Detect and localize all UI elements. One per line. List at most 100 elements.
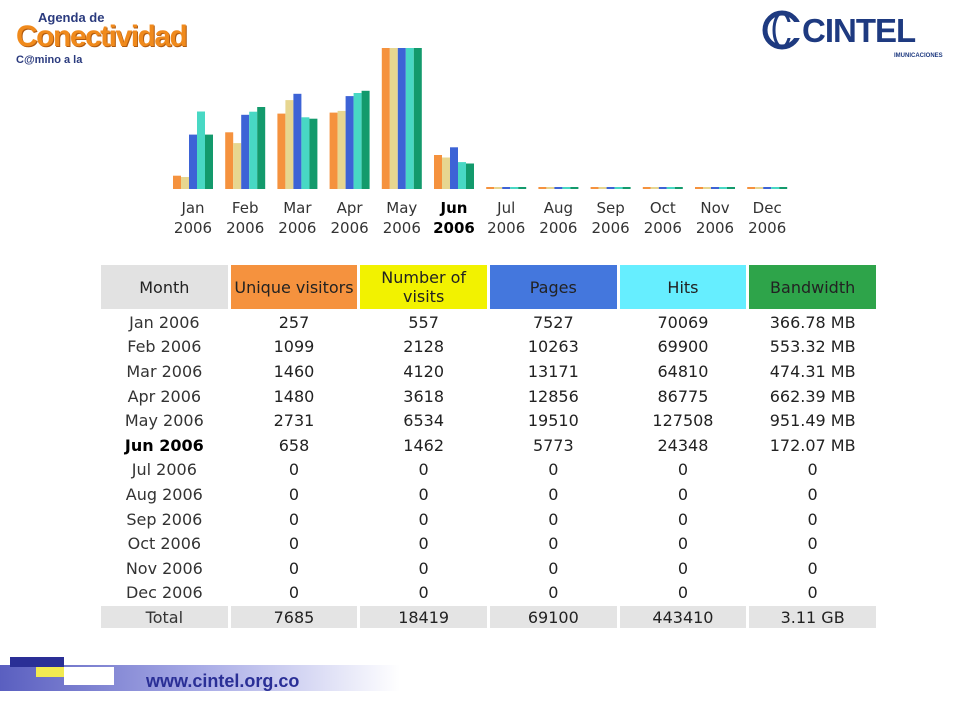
cell-unique: 0 <box>288 583 300 603</box>
total-unique: 7685 <box>230 606 358 629</box>
cell-pages: 7527 <box>532 312 574 332</box>
bar-hits-dec <box>771 187 780 189</box>
cell-month: May 2006 <box>124 411 204 431</box>
x-tick-month: Nov <box>700 199 729 217</box>
cell-bandwidth: 0 <box>807 558 818 578</box>
x-tick-year: 2006 <box>226 219 264 237</box>
chart-bars <box>173 48 788 189</box>
cell-hits: 127508 <box>652 411 714 431</box>
bar-unique-may <box>381 48 390 189</box>
cell-month: Oct 2006 <box>127 534 202 554</box>
cell-month: Nov 2006 <box>125 558 203 578</box>
logo-line-1: Agenda de <box>38 10 105 25</box>
cell-visits: 3618 <box>403 386 444 406</box>
footer-url[interactable]: www.cintel.org.co <box>146 671 300 691</box>
x-tick-year: 2006 <box>592 219 630 237</box>
bar-unique-feb <box>225 132 234 189</box>
cell-bandwidth: 0 <box>807 583 818 603</box>
cell-unique: 0 <box>288 509 300 529</box>
x-tick-year: 2006 <box>748 219 786 237</box>
cell-bandwidth: 0 <box>807 509 818 529</box>
cell-bandwidth: 0 <box>807 460 818 480</box>
table-row: Jun 2006 658 1462 5773 24348 172.07 MB <box>101 434 876 457</box>
bar-hits-aug <box>562 187 571 189</box>
header-hits: Hits <box>619 265 747 309</box>
bar-visits-jun <box>442 157 450 189</box>
cell-bandwidth: 172.07 MB <box>769 435 856 455</box>
cell-unique: 1480 <box>273 386 315 406</box>
x-tick-month: Feb <box>232 199 259 217</box>
bar-bandwidth-mar <box>309 118 318 189</box>
cell-pages: 0 <box>548 558 559 578</box>
cell-hits: 0 <box>677 534 689 554</box>
x-tick-year: 2006 <box>539 219 577 237</box>
cell-hits: 0 <box>677 583 689 603</box>
cell-visits: 1462 <box>403 435 444 455</box>
total-bandwidth: 3.11 GB <box>749 606 876 629</box>
bar-visits-apr <box>337 110 346 189</box>
total-pages: 69100 <box>489 606 617 629</box>
table-row: Sep 2006 0 0 0 0 0 <box>101 508 876 531</box>
bar-unique-dec <box>747 187 756 189</box>
bar-pages-feb <box>241 114 250 189</box>
bar-pages-may <box>397 48 406 189</box>
bar-unique-apr <box>329 112 338 189</box>
bar-pages-aug <box>554 187 563 189</box>
cell-bandwidth: 951.49 MB <box>769 411 856 431</box>
cell-pages: 0 <box>548 509 559 529</box>
cell-hits: 0 <box>677 484 689 504</box>
bar-hits-nov <box>719 187 727 189</box>
cell-month: Sep 2006 <box>126 509 203 529</box>
header-bandwidth: Bandwidth <box>749 265 876 309</box>
cell-bandwidth: 474.31 MB <box>769 361 856 381</box>
x-tick-month: Apr <box>337 199 364 217</box>
cell-month: Aug 2006 <box>125 484 203 504</box>
x-tick-month: Jul <box>496 199 515 217</box>
bar-unique-jun <box>434 155 442 189</box>
x-tick-year: 2006 <box>644 219 682 237</box>
cell-visits: 0 <box>418 583 429 603</box>
bar-bandwidth-feb <box>257 107 266 189</box>
cell-visits: 4120 <box>403 361 444 381</box>
cell-visits: 2128 <box>403 337 444 357</box>
cintel-logo: CINTEL IMUNICACIONES <box>762 8 952 60</box>
cell-bandwidth: 0 <box>807 534 818 554</box>
cell-visits: 0 <box>418 460 429 480</box>
bar-hits-jun <box>458 162 466 189</box>
table-row: Oct 2006 0 0 0 0 0 <box>101 532 876 555</box>
cell-bandwidth: 662.39 MB <box>769 386 856 406</box>
cell-pages: 13171 <box>527 361 579 381</box>
bar-hits-oct <box>666 187 675 189</box>
cell-month: Jan 2006 <box>129 312 200 332</box>
table-total-row: Total 7685 18419 69100 443410 3.11 GB <box>101 606 876 629</box>
header-pages: Pages <box>489 265 617 309</box>
cell-unique: 1099 <box>273 337 315 357</box>
bar-hits-apr <box>353 93 362 189</box>
bar-visits-feb <box>233 143 242 189</box>
bar-hits-sep <box>614 187 623 189</box>
cell-pages: 0 <box>548 583 559 603</box>
footer-decoration <box>0 657 400 691</box>
cell-unique: 1460 <box>273 361 315 381</box>
table-header-row: Month Unique visitors Number of visits P… <box>101 265 876 309</box>
header-number-of-visits: Number of visits <box>360 265 487 309</box>
cintel-globe-icon <box>762 10 804 50</box>
cell-unique: 2731 <box>273 411 315 431</box>
cell-visits: 6534 <box>403 411 444 431</box>
cell-visits: 557 <box>408 312 439 332</box>
bar-unique-jul <box>486 187 495 189</box>
table-row: Jul 2006 0 0 0 0 0 <box>101 459 876 482</box>
bar-bandwidth-dec <box>779 187 788 189</box>
cell-pages: 0 <box>548 484 559 504</box>
cell-unique: 0 <box>288 484 300 504</box>
cell-visits: 0 <box>418 534 429 554</box>
x-tick-year: 2006 <box>696 219 734 237</box>
bar-bandwidth-oct <box>674 187 683 189</box>
bar-pages-sep <box>606 187 615 189</box>
cell-unique: 0 <box>288 558 300 578</box>
table-row: Apr 2006 1480 3618 12856 86775 662.39 MB <box>101 385 876 408</box>
x-tick-month: Aug <box>544 199 573 217</box>
bar-unique-jan <box>173 175 181 189</box>
bar-hits-mar <box>301 117 310 189</box>
bar-visits-dec <box>755 187 764 189</box>
